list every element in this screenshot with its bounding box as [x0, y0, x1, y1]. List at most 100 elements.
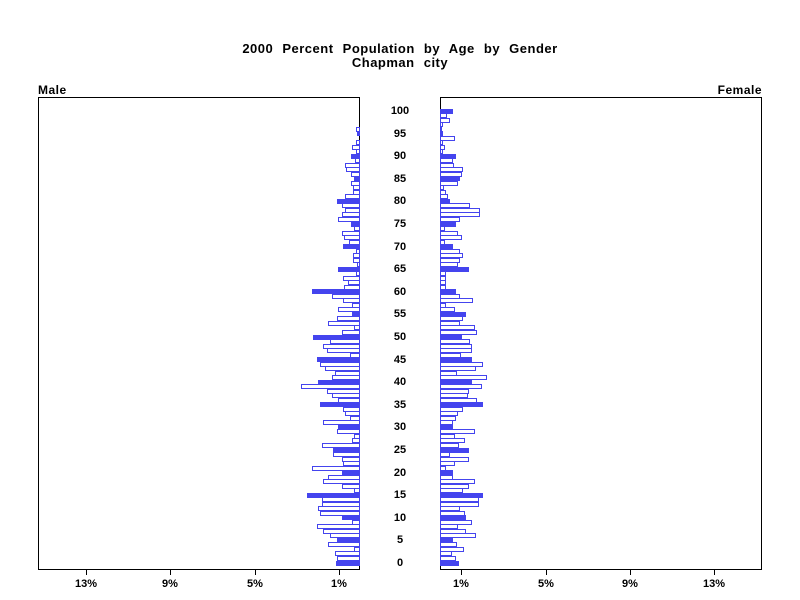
male-bar-age-59 — [332, 294, 360, 299]
female-bar-age-53 — [440, 321, 460, 326]
female-bar-age-48 — [440, 344, 472, 349]
female-bar-age-38 — [440, 389, 469, 394]
female-bar-age-17 — [440, 484, 469, 489]
female-bar-age-1 — [440, 556, 456, 561]
male-pct-tick-label-13%: 13% — [74, 578, 98, 590]
female-bar-age-70 — [440, 244, 453, 249]
male-bar-age-84 — [351, 181, 360, 186]
male-bar-age-34 — [343, 407, 360, 412]
female-bar-age-15 — [440, 493, 483, 498]
age-tick-label-30: 30 — [393, 421, 407, 433]
female-bar-age-98 — [440, 118, 450, 123]
age-tick-label-50: 50 — [393, 331, 407, 343]
male-pct-tick-9% — [170, 570, 171, 575]
male-bar-age-60 — [312, 289, 360, 294]
male-chart-frame — [38, 97, 360, 570]
female-bar-age-46 — [440, 353, 461, 358]
male-bar-age-71 — [349, 240, 360, 245]
male-bar-age-19 — [328, 475, 360, 480]
female-bar-age-65 — [440, 267, 469, 272]
male-bar-age-40 — [318, 380, 360, 385]
age-tick-label-60: 60 — [393, 286, 407, 298]
female-bar-age-79 — [440, 203, 470, 208]
female-bar-age-26 — [440, 443, 459, 448]
age-tick-label-10: 10 — [393, 512, 407, 524]
age-tick-label-100: 100 — [390, 105, 410, 117]
female-bar-age-75 — [440, 222, 456, 227]
female-bar-age-90 — [440, 154, 456, 159]
female-bar-age-69 — [440, 249, 460, 254]
female-bar-age-56 — [440, 307, 455, 312]
female-bar-age-3 — [440, 547, 464, 552]
male-bar-age-88 — [345, 163, 360, 168]
age-tick-label-25: 25 — [393, 444, 407, 456]
male-bar-age-44 — [320, 362, 360, 367]
female-bar-age-71 — [440, 240, 445, 245]
female-bar-age-18 — [440, 479, 475, 484]
male-bar-age-90 — [351, 154, 360, 159]
female-bar-age-86 — [440, 172, 462, 177]
male-bar-age-78 — [345, 208, 360, 213]
female-pct-tick-label-1%: 1% — [453, 578, 469, 590]
female-bar-age-41 — [440, 375, 487, 380]
male-bar-age-65 — [338, 267, 360, 272]
female-bar-age-40 — [440, 380, 472, 385]
age-tick-label-15: 15 — [393, 489, 407, 501]
female-bar-age-92 — [440, 145, 445, 150]
female-bar-age-55 — [440, 312, 466, 317]
male-pct-tick-13% — [86, 570, 87, 575]
male-bar-age-15 — [307, 493, 360, 498]
female-pct-tick-5% — [546, 570, 547, 575]
male-bar-age-73 — [342, 231, 360, 236]
male-bar-age-7 — [323, 529, 360, 534]
male-bar-age-0 — [336, 561, 360, 566]
male-pct-tick-1% — [339, 570, 340, 575]
female-bar-age-78 — [440, 208, 480, 213]
female-bar-age-11 — [440, 511, 465, 516]
female-bar-age-19 — [440, 475, 453, 480]
age-tick-label-70: 70 — [393, 241, 407, 253]
male-bar-age-46 — [350, 353, 360, 358]
female-bar-age-60 — [440, 289, 456, 294]
female-bar-age-59 — [440, 294, 460, 299]
age-tick-label-45: 45 — [393, 354, 407, 366]
male-bar-age-67 — [353, 258, 360, 263]
male-bar-age-96 — [356, 127, 360, 132]
male-bar-age-80 — [337, 199, 360, 204]
male-bar-age-2 — [335, 551, 360, 556]
female-panel-label: Female — [717, 83, 762, 97]
male-bar-age-38 — [327, 389, 360, 394]
female-bar-age-50 — [440, 335, 462, 340]
female-pct-tick-label-9%: 9% — [622, 578, 638, 590]
female-bar-age-13 — [440, 502, 479, 507]
female-bar-age-82 — [440, 190, 446, 195]
female-chart-frame — [440, 97, 762, 570]
male-bar-age-50 — [313, 335, 360, 340]
female-bar-age-21 — [440, 466, 446, 471]
female-bar-age-88 — [440, 163, 454, 168]
male-bar-age-48 — [323, 344, 360, 349]
female-bar-age-9 — [440, 520, 472, 525]
male-bar-age-3 — [354, 547, 360, 552]
male-bar-age-45 — [317, 357, 360, 362]
male-bar-age-32 — [350, 416, 360, 421]
male-bar-age-9 — [352, 520, 360, 525]
female-bar-age-28 — [440, 434, 455, 439]
male-bar-age-11 — [320, 511, 360, 516]
female-bar-age-96 — [440, 127, 442, 132]
female-bar-age-34 — [440, 407, 463, 412]
age-tick-label-85: 85 — [393, 173, 407, 185]
female-bar-age-73 — [440, 231, 458, 236]
male-bar-age-26 — [322, 443, 360, 448]
male-bar-age-63 — [343, 276, 360, 281]
female-bar-age-76 — [440, 217, 460, 222]
male-panel-label: Male — [38, 83, 67, 97]
male-bar-age-23 — [342, 457, 360, 462]
male-bar-age-36 — [338, 398, 360, 403]
age-tick-label-75: 75 — [393, 218, 407, 230]
female-bar-age-84 — [440, 181, 458, 186]
age-tick-label-90: 90 — [393, 150, 407, 162]
female-bar-age-23 — [440, 457, 469, 462]
male-bar-age-31 — [323, 420, 360, 425]
female-pct-tick-label-13%: 13% — [702, 578, 726, 590]
